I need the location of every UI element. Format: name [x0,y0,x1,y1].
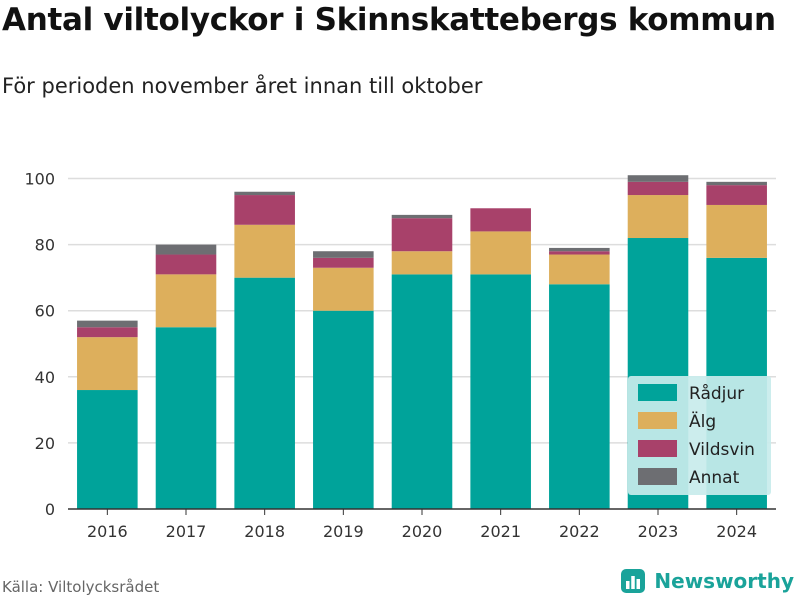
chart-title: Antal viltolyckor i Skinnskattebergs kom… [2,2,776,38]
chart-subtitle: För perioden november året innan till ok… [2,74,483,98]
bar-segment [549,247,610,252]
legend-label: Vildsvin [689,440,755,460]
x-tick-label: 2022 [559,522,600,541]
bar-segment [627,195,689,239]
x-tick-label: 2024 [716,522,757,541]
legend: Rådjur Älg Vildsvin Annat [628,376,771,495]
bar-segment [234,277,295,509]
x-tick-label: 2023 [638,522,679,541]
bar-segment [470,274,531,509]
y-tick-label: 0 [45,500,55,519]
bar-segment [155,254,217,275]
bar-segment [155,327,217,509]
stacked-bar-chart: 0 20 40 60 80 100 2016 2017 2018 2019 2020 2021 202… [24,170,776,541]
legend-swatch [638,468,677,485]
bar-segment [706,204,767,258]
bar-segment [313,251,374,258]
legend-label: Rådjur [689,383,744,404]
y-tick-label: 40 [35,368,55,387]
bar-chart-icon [620,568,646,594]
bar-segment [234,195,295,225]
legend-swatch [638,384,677,401]
x-tick-label: 2018 [244,522,285,541]
bar-segment [77,337,138,391]
bar-segment [706,185,767,205]
x-tick-label: 2017 [166,522,207,541]
bar-segment [77,390,138,509]
legend-label: Annat [689,468,740,488]
legend-label: Älg [689,411,716,432]
bar-segment [391,214,453,219]
bar-segment [627,175,689,182]
x-tick-label: 2020 [402,522,443,541]
bar-segment [706,181,767,186]
y-tick-label: 80 [35,236,55,255]
bar-segment [391,274,453,509]
y-axis-ticks: 0 20 40 60 80 100 [24,170,55,519]
bar-segment [234,224,295,278]
y-tick-label: 60 [35,302,55,321]
bar-segment [313,257,374,268]
bar-segment [470,208,531,232]
bar-segment [155,244,217,255]
legend-swatch [638,412,677,429]
source-note: Källa: Viltolycksrådet [2,578,160,596]
bar-segment [391,251,453,275]
bar-segment [549,284,610,509]
y-tick-label: 100 [24,170,55,189]
y-tick-label: 20 [35,434,55,453]
bar-segment [77,320,138,328]
x-axis-ticks: 2016 2017 2018 2019 2020 2021 2022 2023 2024 [87,509,757,541]
brand-name: Newsworthy [654,569,794,593]
bar-segment [155,274,217,328]
bar-segment [77,327,138,338]
x-tick-label: 2021 [480,522,521,541]
bar-segment [313,310,374,509]
bar-segment [549,251,610,255]
bar-segment [391,218,453,252]
bar-segment [470,231,531,275]
bar-segment [549,254,610,285]
bar-segment [627,181,689,196]
newsworthy-logo: Newsworthy [620,568,794,594]
x-tick-label: 2019 [323,522,364,541]
bar-segment [313,267,374,311]
legend-swatch [638,440,677,457]
x-tick-label: 2016 [87,522,128,541]
legend-box [628,376,771,495]
bar-segment [234,191,295,196]
